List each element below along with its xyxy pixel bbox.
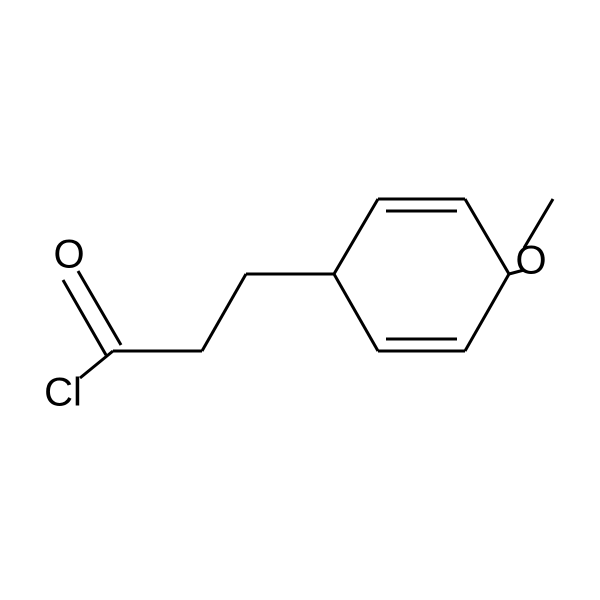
atom-label: O <box>53 233 84 277</box>
bond-line <box>465 274 509 351</box>
atom-label: Cl <box>44 371 82 415</box>
molecule-diagram: O Cl O <box>0 0 600 600</box>
bond-line <box>202 274 246 351</box>
bond-line <box>334 199 378 274</box>
bond-line <box>63 280 106 355</box>
atom-labels: O Cl O <box>44 233 546 415</box>
atom-label: O <box>515 239 546 283</box>
bond-line <box>78 271 121 345</box>
bond-line <box>334 274 378 351</box>
bond-line <box>465 199 509 274</box>
bonds <box>63 199 553 378</box>
bond-line <box>80 351 113 378</box>
